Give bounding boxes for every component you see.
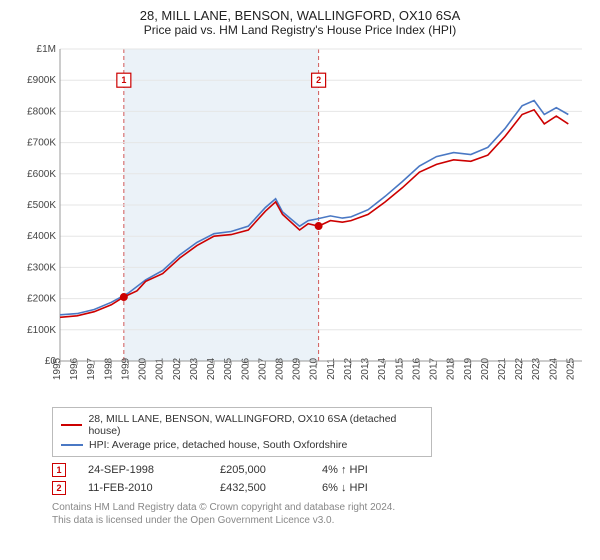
svg-text:£500K: £500K — [27, 200, 56, 211]
svg-text:£100K: £100K — [27, 325, 56, 336]
legend-swatch — [61, 444, 83, 446]
svg-text:£1M: £1M — [37, 44, 56, 55]
footnote-line: Contains HM Land Registry data © Crown c… — [52, 501, 588, 514]
legend: 28, MILL LANE, BENSON, WALLINGFORD, OX10… — [52, 407, 432, 457]
svg-text:£600K: £600K — [27, 169, 56, 180]
event-delta: 4% ↑ HPI — [322, 464, 412, 476]
chart-container: 28, MILL LANE, BENSON, WALLINGFORD, OX10… — [0, 0, 600, 533]
event-table: 1 24-SEP-1998 £205,000 4% ↑ HPI 2 11-FEB-2010… — [52, 461, 588, 497]
event-marker-badge: 2 — [52, 481, 66, 495]
svg-text:£200K: £200K — [27, 294, 56, 305]
svg-text:£800K: £800K — [27, 106, 56, 117]
svg-text:£700K: £700K — [27, 138, 56, 149]
legend-label: 28, MILL LANE, BENSON, WALLINGFORD, OX10… — [88, 413, 423, 437]
legend-label: HPI: Average price, detached house, Sout… — [89, 439, 347, 451]
footnote: Contains HM Land Registry data © Crown c… — [52, 501, 588, 527]
chart-svg: £0£100K£200K£300K£400K£500K£600K£700K£80… — [12, 41, 588, 401]
event-row: 2 11-FEB-2010 £432,500 6% ↓ HPI — [52, 479, 588, 497]
chart-title: 28, MILL LANE, BENSON, WALLINGFORD, OX10… — [12, 8, 588, 23]
svg-text:£400K: £400K — [27, 231, 56, 242]
event-marker-badge: 1 — [52, 463, 66, 477]
event-date: 24-SEP-1998 — [88, 464, 198, 476]
footnote-line: This data is licensed under the Open Gov… — [52, 514, 588, 527]
event-delta: 6% ↓ HPI — [322, 482, 412, 494]
legend-item: 28, MILL LANE, BENSON, WALLINGFORD, OX10… — [61, 412, 423, 438]
event-date: 11-FEB-2010 — [88, 482, 198, 494]
event-price: £432,500 — [220, 482, 300, 494]
event-price: £205,000 — [220, 464, 300, 476]
svg-text:1: 1 — [121, 75, 126, 85]
chart-subtitle: Price paid vs. HM Land Registry's House … — [12, 23, 588, 37]
svg-text:£900K: £900K — [27, 75, 56, 86]
legend-item: HPI: Average price, detached house, Sout… — [61, 438, 423, 452]
svg-text:£300K: £300K — [27, 262, 56, 273]
plot-area: £0£100K£200K£300K£400K£500K£600K£700K£80… — [12, 41, 588, 401]
event-row: 1 24-SEP-1998 £205,000 4% ↑ HPI — [52, 461, 588, 479]
svg-text:2: 2 — [316, 75, 321, 85]
legend-swatch — [61, 424, 82, 426]
